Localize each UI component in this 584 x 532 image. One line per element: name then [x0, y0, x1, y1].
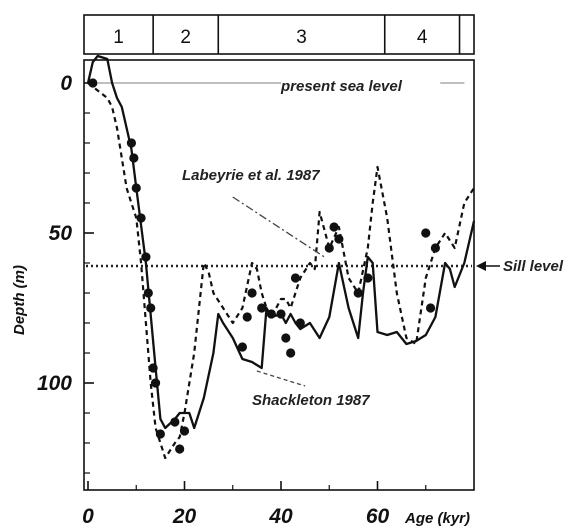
data-point [257, 303, 267, 313]
data-points [88, 78, 440, 454]
y-tick-label: 50 [49, 222, 73, 245]
annotations: present sea level Labeyrie et al. 1987 Sha… [182, 78, 564, 409]
data-point [150, 378, 161, 388]
sill-arrow-head-icon [476, 261, 486, 271]
data-point [126, 138, 137, 148]
data-point [179, 426, 190, 436]
y-tick-label: 0 [60, 72, 72, 95]
shackleton-label: Shackleton 1987 [252, 392, 370, 409]
stage-bar-frame [83, 14, 475, 55]
data-point [334, 234, 344, 244]
x-axis-title: Age (kyr) [404, 510, 470, 527]
data-point [276, 309, 286, 319]
data-point [155, 429, 165, 439]
data-point [143, 288, 153, 298]
data-point [425, 303, 436, 313]
data-point [136, 213, 146, 223]
data-point [421, 228, 431, 238]
data-point [175, 444, 185, 454]
labeyrie-leader-line [232, 196, 325, 258]
x-tick-label: 20 [172, 505, 197, 528]
data-point [286, 348, 296, 358]
shackleton-leader-line [256, 370, 306, 387]
shackleton-1987-series [86, 54, 476, 430]
data-point [129, 153, 139, 163]
data-point [88, 78, 98, 88]
labeyrie-label: Labeyrie et al. 1987 [182, 167, 320, 184]
data-point [131, 183, 141, 193]
data-point [141, 252, 151, 262]
data-point [329, 222, 339, 232]
data-point [148, 363, 158, 373]
y-axis-title: Depth (m) [11, 265, 28, 335]
present-sea-level-label: present sea level [280, 78, 403, 95]
stage-label-1: 1 [113, 27, 124, 48]
data-point [237, 342, 247, 352]
axis-ticks: 0 20 40 60 0 50 100 [37, 72, 427, 528]
data-point [247, 288, 257, 298]
data-point [353, 288, 363, 298]
data-point [295, 318, 305, 328]
data-point [290, 273, 301, 283]
data-point [324, 243, 334, 253]
data-point [430, 243, 440, 253]
reference-lines [86, 82, 472, 268]
stage-label-3: 3 [296, 27, 307, 48]
data-point [170, 417, 180, 427]
x-tick-label: 40 [268, 505, 293, 528]
data-point [281, 333, 291, 343]
sill-level-label: Sill level [503, 258, 564, 275]
x-tick-label: 0 [82, 505, 94, 528]
data-point [266, 309, 276, 319]
x-tick-label: 60 [366, 505, 390, 528]
stage-label-2: 2 [180, 27, 191, 48]
isotope-stage-bar: 1 2 3 4 [83, 14, 475, 55]
data-point [146, 303, 156, 313]
data-point [363, 273, 373, 283]
data-point [242, 312, 252, 322]
y-tick-label: 100 [37, 372, 72, 395]
plot-frame [83, 59, 475, 491]
stage-label-4: 4 [417, 27, 428, 48]
